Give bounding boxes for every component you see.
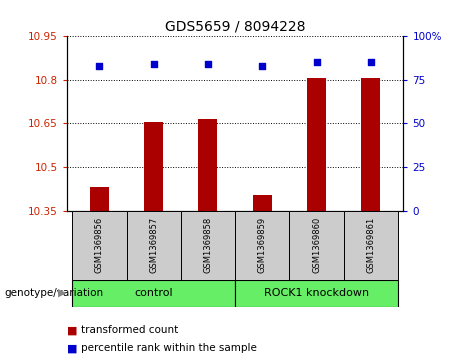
- Bar: [181, 211, 235, 280]
- Point: [367, 60, 374, 65]
- Text: GSM1369856: GSM1369856: [95, 217, 104, 273]
- Bar: [253, 195, 272, 211]
- Point: [259, 63, 266, 69]
- Point: [204, 61, 212, 67]
- Text: GSM1369861: GSM1369861: [366, 217, 375, 273]
- Text: ▶: ▶: [58, 288, 66, 298]
- Bar: [307, 78, 326, 211]
- Bar: [199, 119, 218, 211]
- Text: control: control: [134, 288, 173, 298]
- Bar: [235, 280, 398, 307]
- Bar: [290, 211, 343, 280]
- Text: GSM1369860: GSM1369860: [312, 217, 321, 273]
- Title: GDS5659 / 8094228: GDS5659 / 8094228: [165, 20, 305, 34]
- Bar: [235, 211, 290, 280]
- Point: [313, 60, 320, 65]
- Bar: [72, 211, 127, 280]
- Text: ROCK1 knockdown: ROCK1 knockdown: [264, 288, 369, 298]
- Text: percentile rank within the sample: percentile rank within the sample: [81, 343, 257, 354]
- Text: GSM1369858: GSM1369858: [203, 217, 213, 273]
- Text: ■: ■: [67, 325, 77, 335]
- Text: transformed count: transformed count: [81, 325, 178, 335]
- Bar: [72, 280, 235, 307]
- Point: [96, 63, 103, 69]
- Bar: [127, 211, 181, 280]
- Text: GSM1369857: GSM1369857: [149, 217, 158, 273]
- Bar: [361, 78, 380, 211]
- Text: GSM1369859: GSM1369859: [258, 217, 267, 273]
- Text: genotype/variation: genotype/variation: [5, 288, 104, 298]
- Bar: [90, 187, 109, 211]
- Text: ■: ■: [67, 343, 77, 354]
- Bar: [343, 211, 398, 280]
- Point: [150, 61, 157, 67]
- Bar: [144, 122, 163, 211]
